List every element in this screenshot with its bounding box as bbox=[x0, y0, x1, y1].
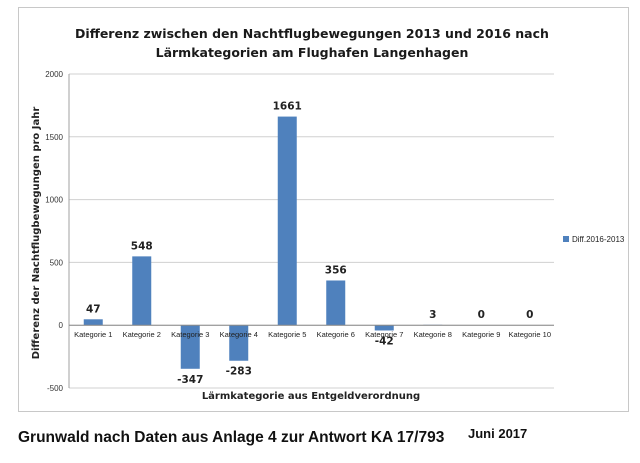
category-label-8: Kategorie 8 bbox=[414, 330, 452, 339]
chart-title-line-2: Lärmkategorien am Flughafen Langenhagen bbox=[156, 45, 469, 60]
y-tick-label--500: -500 bbox=[47, 384, 64, 393]
bar-3 bbox=[180, 325, 200, 369]
legend-label: Diff.2016-2013 bbox=[572, 235, 625, 244]
y-tick-label-0: 0 bbox=[59, 321, 64, 330]
x-axis-title: Lärmkategorie aus Entgeldverordnung bbox=[202, 391, 420, 402]
chart-title-line-1: Differenz zwischen den Nachtflugbewegung… bbox=[75, 26, 549, 41]
bar-2 bbox=[132, 256, 152, 326]
y-tick-label-500: 500 bbox=[50, 258, 64, 267]
y-tick-label-1000: 1000 bbox=[45, 196, 63, 205]
category-label-7: Kategorie 7 bbox=[365, 330, 403, 339]
data-label-1: 47 bbox=[86, 303, 101, 315]
category-label-2: Kategorie 2 bbox=[123, 330, 161, 339]
y-tick-label-1500: 1500 bbox=[45, 133, 63, 142]
source-caption: Grunwald nach Daten aus Anlage 4 zur Ant… bbox=[18, 429, 445, 446]
y-tick-label-2000: 2000 bbox=[45, 70, 63, 79]
bar-chart: Differenz zwischen den Nachtflugbewegung… bbox=[31, 26, 625, 402]
category-label-6: Kategorie 6 bbox=[317, 330, 355, 339]
category-label-3: Kategorie 3 bbox=[171, 330, 209, 339]
chart-frame: Differenz zwischen den Nachtflugbewegung… bbox=[18, 7, 629, 412]
data-label-8: 3 bbox=[429, 309, 436, 321]
data-label-9: 0 bbox=[478, 309, 485, 321]
category-label-1: Kategorie 1 bbox=[74, 330, 112, 339]
caption-date: Juni 2017 bbox=[468, 426, 528, 441]
data-label-10: 0 bbox=[526, 309, 533, 321]
bar-7 bbox=[374, 325, 394, 331]
data-label-7: -42 bbox=[375, 335, 394, 347]
data-label-6: 356 bbox=[325, 264, 347, 276]
y-axis-title: Differenz der Nachtflugbewegungen pro Ja… bbox=[31, 107, 42, 360]
data-label-3: -347 bbox=[177, 374, 203, 386]
legend-swatch bbox=[563, 236, 569, 242]
bar-5 bbox=[277, 116, 297, 326]
bar-6 bbox=[326, 280, 346, 326]
bar-4 bbox=[229, 325, 249, 361]
category-label-4: Kategorie 4 bbox=[220, 330, 258, 339]
data-label-5: 1661 bbox=[273, 101, 302, 113]
category-label-5: Kategorie 5 bbox=[268, 330, 306, 339]
category-label-10: Kategorie 10 bbox=[508, 330, 551, 339]
data-label-2: 548 bbox=[131, 240, 153, 252]
data-label-4: -283 bbox=[226, 366, 252, 378]
bar-1 bbox=[83, 319, 103, 326]
category-label-9: Kategorie 9 bbox=[462, 330, 500, 339]
